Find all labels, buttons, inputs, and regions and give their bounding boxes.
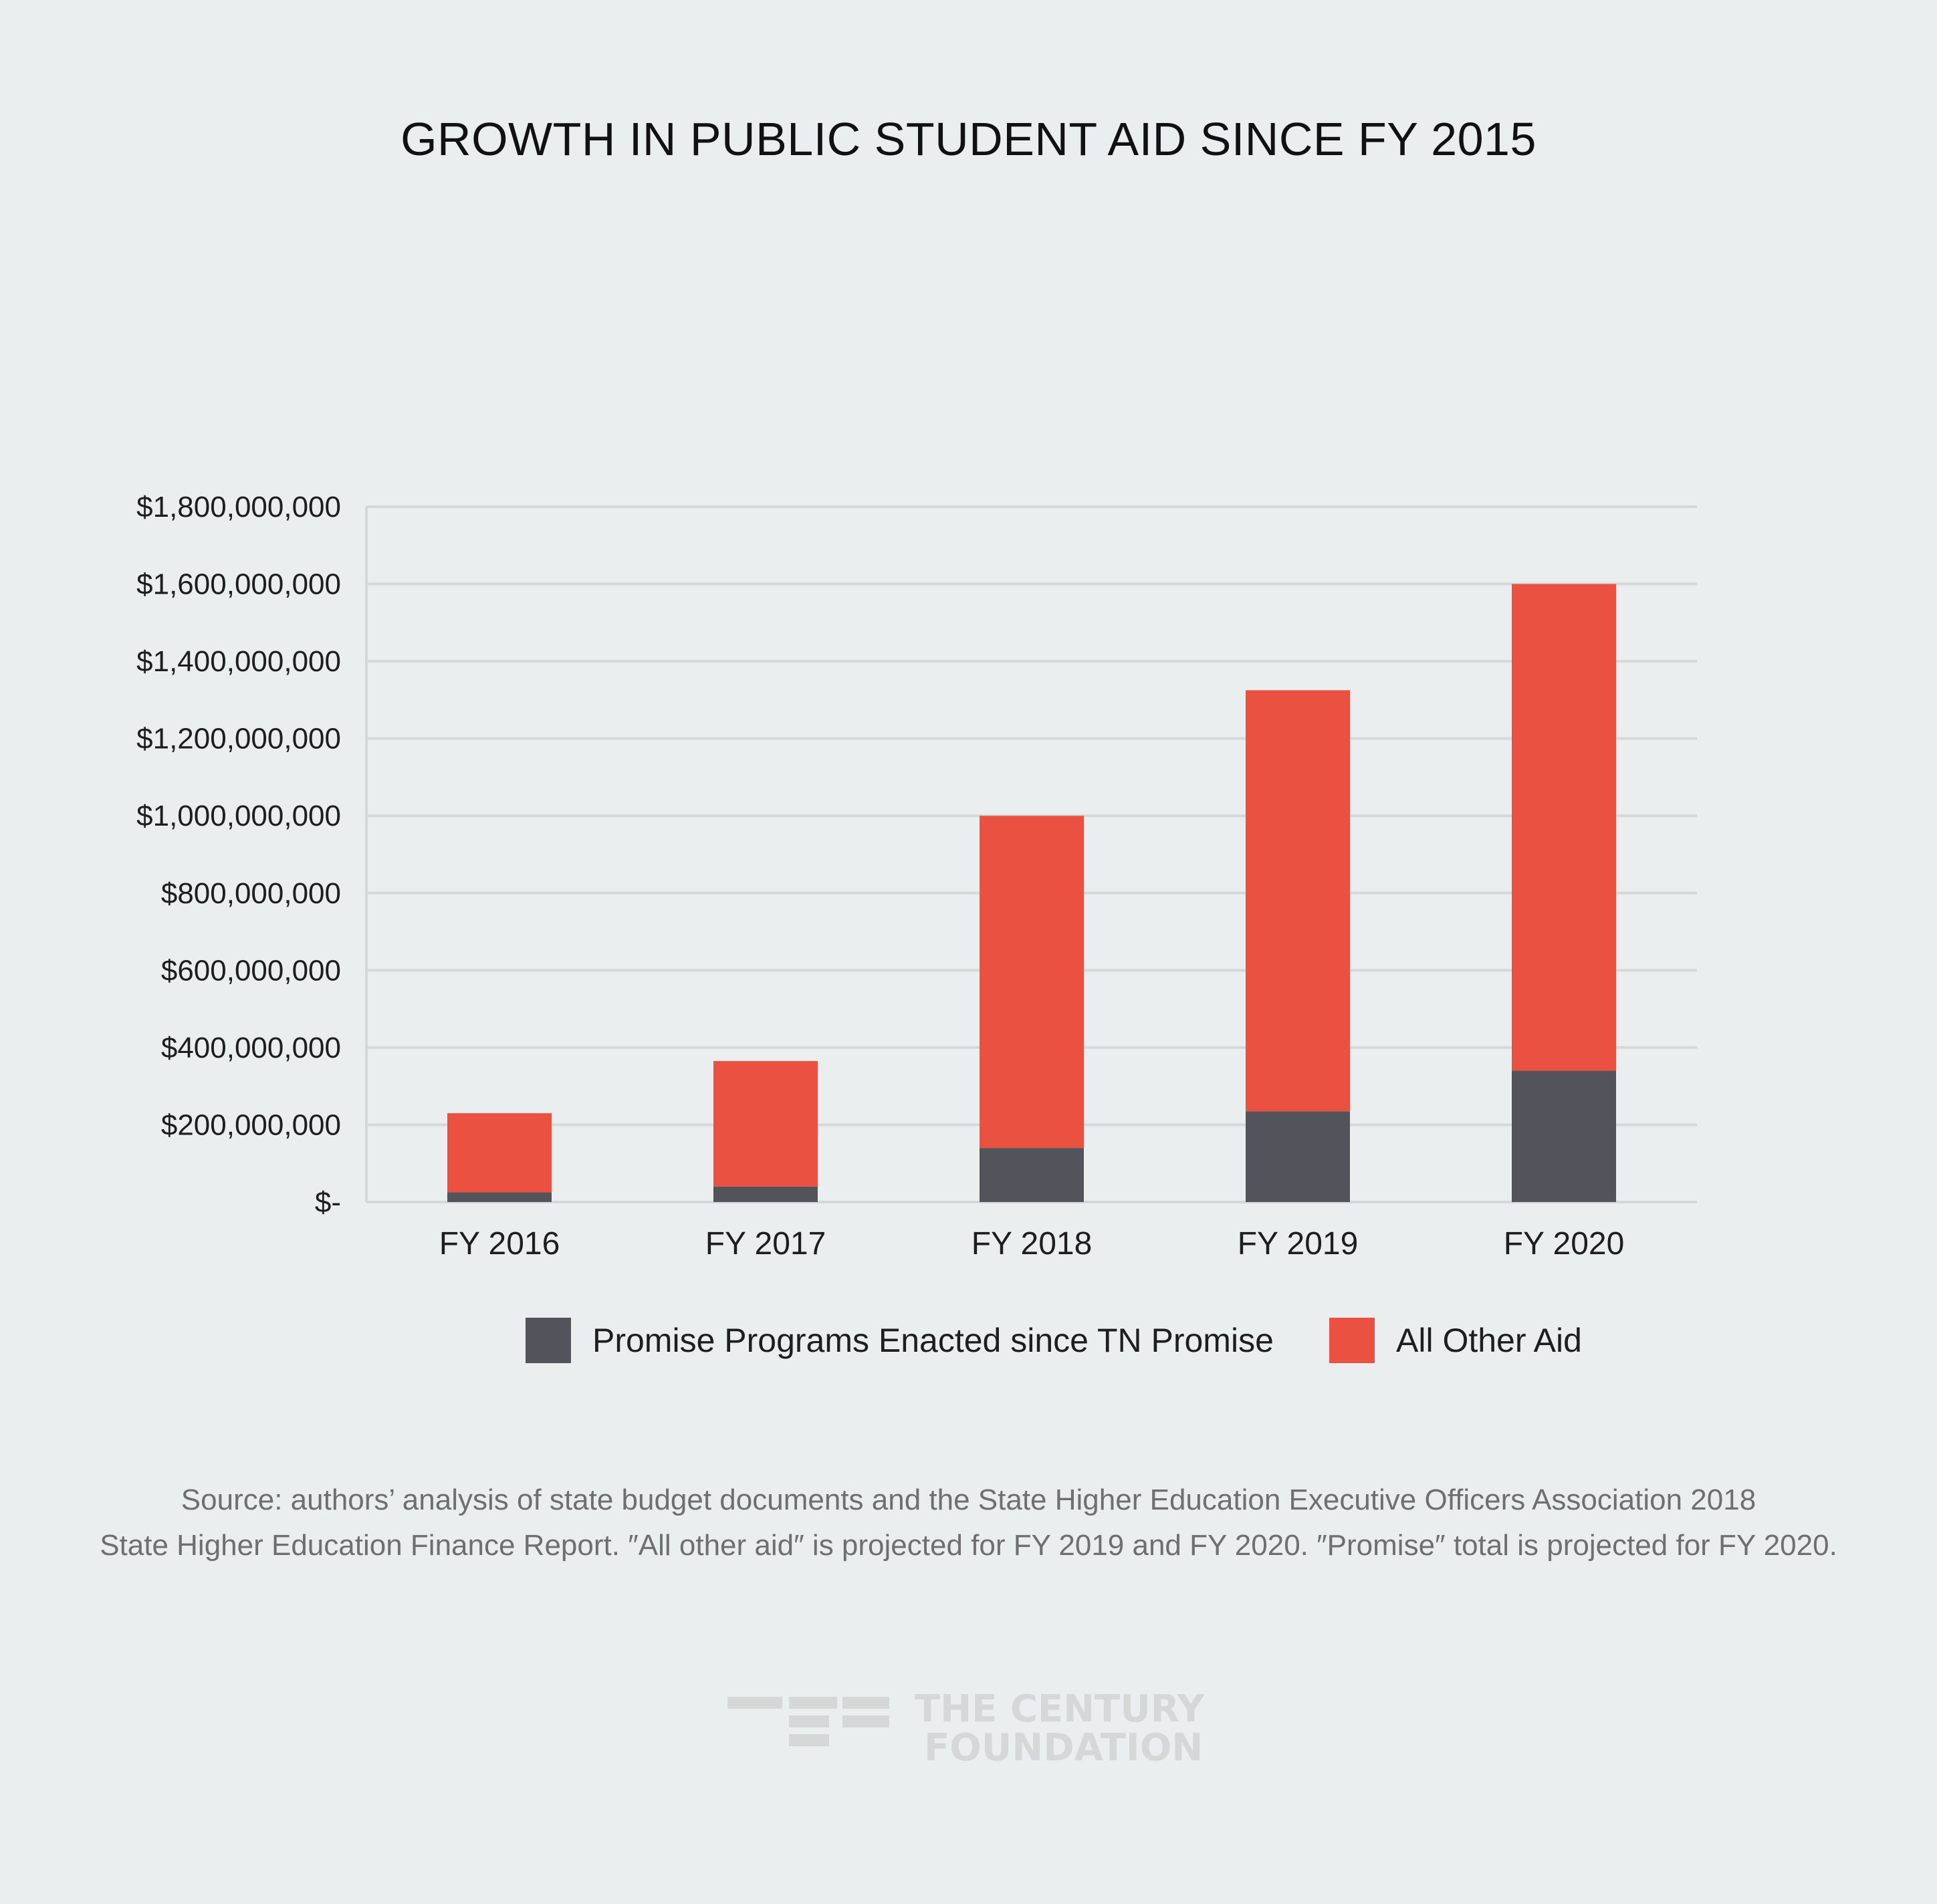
century-foundation-logo: THE CENTURY FOUNDATION <box>727 1690 1222 1777</box>
y-tick-label: $1,600,000,000 <box>136 568 341 601</box>
legend-item-other-aid: All Other Aid <box>1329 1317 1582 1364</box>
y-axis-tick-labels: $- $200,000,000 $400,000,000 $600,000,000 $8… <box>136 491 341 1219</box>
x-tick-label: FY 2020 <box>1504 1226 1625 1262</box>
logo-bar <box>789 1734 829 1746</box>
bar-segment-promise <box>980 1148 1084 1202</box>
bar-segment-promise <box>713 1186 818 1202</box>
bar-segment-promise <box>447 1192 552 1202</box>
source-note-line-2: State Higher Education Finance Report. ″… <box>100 1529 1837 1562</box>
chart-title: GROWTH IN PUBLIC STUDENT AID SINCE FY 20… <box>401 113 1536 165</box>
source-note: Source: authors’ analysis of state budge… <box>0 1477 1937 1568</box>
y-tick-label: $800,000,000 <box>161 877 341 910</box>
y-tick-label: $600,000,000 <box>161 954 341 987</box>
y-tick-label: $1,400,000,000 <box>136 645 341 678</box>
legend-item-promise: Promise Programs Enacted since TN Promis… <box>526 1317 1274 1364</box>
y-tick-label: $1,200,000,000 <box>136 723 341 755</box>
y-tick-label: $1,800,000,000 <box>136 491 341 523</box>
logo-bar <box>789 1697 837 1709</box>
logo-line-2: FOUNDATION <box>924 1726 1204 1770</box>
y-tick-label: $1,000,000,000 <box>136 800 341 832</box>
x-axis-category-labels: FY 2016 FY 2017 FY 2018 FY 2019 FY 2020 <box>439 1226 1625 1262</box>
logo-wordmark: THE CENTURY FOUNDATION <box>915 1690 1204 1768</box>
legend-label-other-aid: All Other Aid <box>1396 1322 1582 1359</box>
bar-segment-other-aid <box>1246 690 1350 1112</box>
bar-segment-other-aid <box>980 816 1084 1149</box>
x-tick-label: FY 2019 <box>1238 1226 1359 1262</box>
y-tick-label: $200,000,000 <box>161 1108 341 1141</box>
legend-swatch-other-aid <box>1329 1318 1375 1363</box>
bar-segment-other-aid <box>713 1061 818 1187</box>
legend-label-promise: Promise Programs Enacted since TN Promis… <box>592 1322 1274 1359</box>
logo-bar <box>727 1697 782 1709</box>
bar-segment-other-aid <box>447 1113 552 1193</box>
logo-line-1: THE CENTURY <box>915 1687 1205 1731</box>
source-note-line-1: Source: authors’ analysis of state budge… <box>181 1483 1756 1516</box>
stacked-bar-chart: $- $200,000,000 $400,000,000 $600,000,000 $8… <box>136 491 1697 1262</box>
x-tick-label: FY 2018 <box>972 1226 1093 1262</box>
bar-segment-promise <box>1512 1070 1616 1202</box>
y-tick-label: $- <box>315 1186 341 1219</box>
legend-swatch-promise <box>526 1318 571 1363</box>
bar-segment-other-aid <box>1512 584 1616 1071</box>
x-tick-label: FY 2016 <box>439 1226 560 1262</box>
legend: Promise Programs Enacted since TN Promis… <box>0 1317 1937 1371</box>
x-tick-label: FY 2017 <box>705 1226 826 1262</box>
bar-segment-promise <box>1246 1111 1350 1202</box>
y-tick-label: $400,000,000 <box>161 1032 341 1064</box>
logo-bar <box>842 1715 889 1728</box>
logo-bar <box>842 1697 889 1709</box>
logo-bar <box>789 1715 829 1728</box>
bars <box>447 584 1616 1202</box>
